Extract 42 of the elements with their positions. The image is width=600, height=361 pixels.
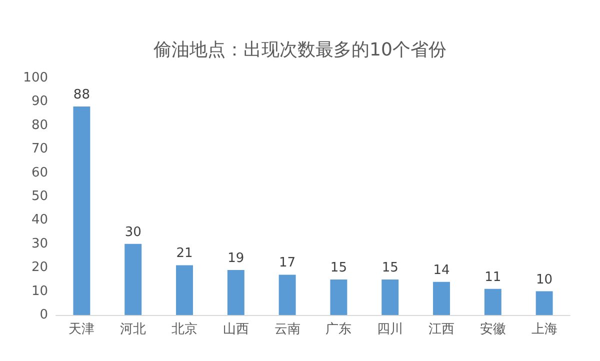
bar [124, 244, 142, 315]
bar [176, 265, 193, 315]
data-label: 15 [330, 260, 347, 276]
x-tick-label: 天津 [68, 322, 95, 337]
bar [382, 279, 399, 315]
y-tick-label: 0 [40, 308, 48, 322]
x-tick-label: 四川 [377, 322, 404, 337]
y-tick-label: 100 [23, 70, 48, 86]
x-tick-label: 云南 [274, 322, 300, 337]
y-tick-label: 70 [31, 142, 48, 157]
data-label: 11 [484, 270, 502, 285]
x-tick-label: 安徽 [480, 321, 506, 337]
bar [536, 291, 553, 315]
x-tick-label: 江西 [428, 322, 454, 337]
data-label: 30 [124, 224, 142, 240]
y-tick-label: 60 [31, 165, 48, 180]
data-label: 19 [228, 250, 244, 266]
y-tick-label: 50 [31, 189, 48, 204]
bar [73, 106, 90, 315]
y-tick-label: 30 [31, 236, 48, 252]
y-tick-label: 90 [31, 94, 48, 110]
y-tick-label: 40 [31, 212, 48, 228]
x-tick-label: 广东 [326, 322, 352, 337]
data-label: 88 [73, 87, 90, 102]
bar [433, 282, 450, 315]
y-tick-label: 80 [31, 118, 48, 133]
x-tick-label: 河北 [120, 322, 146, 337]
data-label: 14 [433, 262, 450, 278]
data-label: 17 [279, 256, 296, 271]
bar [330, 279, 348, 315]
bar [227, 270, 244, 315]
chart-title: 偷油地点：出现次数最多的10个省份 [154, 40, 446, 60]
data-label: 21 [176, 246, 193, 262]
bar [484, 288, 502, 315]
data-label: 15 [382, 260, 398, 276]
data-label: 10 [536, 272, 553, 288]
x-tick-label: 山西 [222, 322, 249, 337]
y-tick-label: 20 [31, 260, 48, 276]
x-tick-label: 北京 [172, 322, 198, 337]
bar [278, 274, 296, 315]
x-tick-label: 上海 [531, 322, 558, 337]
y-tick-label: 10 [31, 284, 48, 299]
